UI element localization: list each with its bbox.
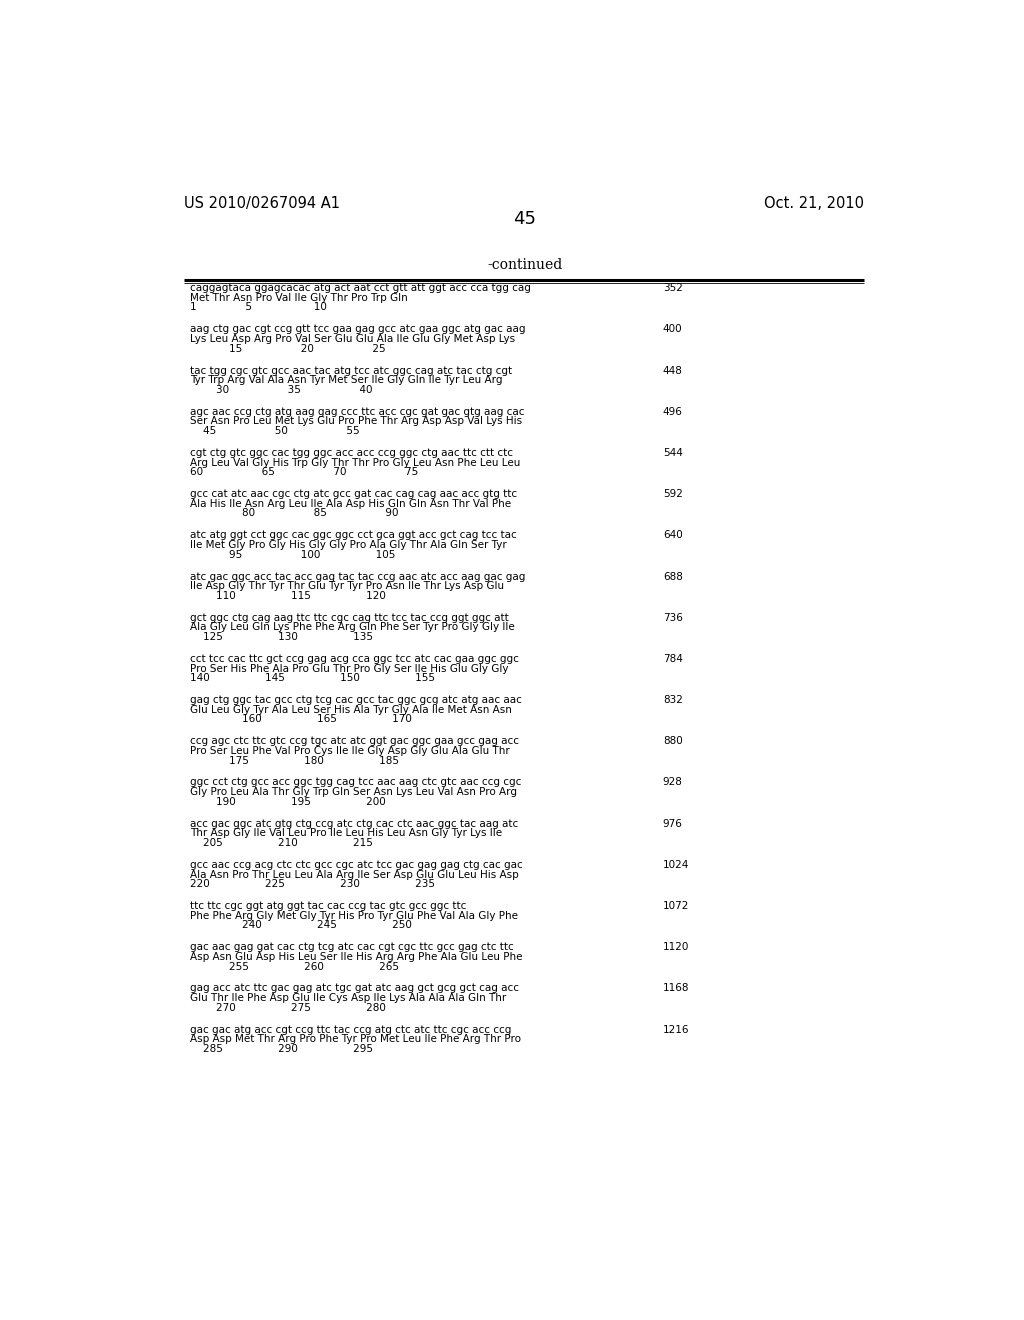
Text: agc aac ccg ctg atg aag gag ccc ttc acc cgc gat gac gtg aag cac: agc aac ccg ctg atg aag gag ccc ttc acc … bbox=[190, 407, 524, 417]
Text: 160                 165                 170: 160 165 170 bbox=[190, 714, 412, 725]
Text: Pro Ser Leu Phe Val Pro Cys Ile Ile Gly Asp Gly Glu Ala Glu Thr: Pro Ser Leu Phe Val Pro Cys Ile Ile Gly … bbox=[190, 746, 510, 756]
Text: 688: 688 bbox=[663, 572, 683, 582]
Text: 1024: 1024 bbox=[663, 859, 689, 870]
Text: 15                  20                  25: 15 20 25 bbox=[190, 343, 386, 354]
Text: gag acc atc ttc gac gag atc tgc gat atc aag gct gcg gct cag acc: gag acc atc ttc gac gag atc tgc gat atc … bbox=[190, 983, 519, 994]
Text: Tyr Trp Arg Val Ala Asn Tyr Met Ser Ile Gly Gln Ile Tyr Leu Arg: Tyr Trp Arg Val Ala Asn Tyr Met Ser Ile … bbox=[190, 375, 503, 385]
Text: 285                 290                 295: 285 290 295 bbox=[190, 1044, 373, 1053]
Text: 240                 245                 250: 240 245 250 bbox=[190, 920, 412, 931]
Text: Arg Leu Val Gly His Trp Gly Thr Thr Pro Gly Leu Asn Phe Leu Leu: Arg Leu Val Gly His Trp Gly Thr Thr Pro … bbox=[190, 458, 520, 467]
Text: cgt ctg gtc ggc cac tgg ggc acc acc ccg ggc ctg aac ttc ctt ctc: cgt ctg gtc ggc cac tgg ggc acc acc ccg … bbox=[190, 447, 513, 458]
Text: Asp Asp Met Thr Arg Pro Phe Tyr Pro Met Leu Ile Phe Arg Thr Pro: Asp Asp Met Thr Arg Pro Phe Tyr Pro Met … bbox=[190, 1035, 521, 1044]
Text: 190                 195                 200: 190 195 200 bbox=[190, 797, 386, 807]
Text: 1               5                   10: 1 5 10 bbox=[190, 302, 327, 313]
Text: ggc cct ctg gcc acc ggc tgg cag tcc aac aag ctc gtc aac ccg cgc: ggc cct ctg gcc acc ggc tgg cag tcc aac … bbox=[190, 777, 521, 788]
Text: 880: 880 bbox=[663, 737, 683, 746]
Text: Ala Asn Pro Thr Leu Leu Ala Arg Ile Ser Asp Glu Glu Leu His Asp: Ala Asn Pro Thr Leu Leu Ala Arg Ile Ser … bbox=[190, 870, 519, 879]
Text: 928: 928 bbox=[663, 777, 683, 788]
Text: tac tgg cgc gtc gcc aac tac atg tcc atc ggc cag atc tac ctg cgt: tac tgg cgc gtc gcc aac tac atg tcc atc … bbox=[190, 366, 512, 376]
Text: 205                 210                 215: 205 210 215 bbox=[190, 838, 373, 847]
Text: gac aac gag gat cac ctg tcg atc cac cgt cgc ttc gcc gag ctc ttc: gac aac gag gat cac ctg tcg atc cac cgt … bbox=[190, 942, 514, 952]
Text: Ser Asn Pro Leu Met Lys Glu Pro Phe Thr Arg Asp Asp Val Lys His: Ser Asn Pro Leu Met Lys Glu Pro Phe Thr … bbox=[190, 416, 522, 426]
Text: 784: 784 bbox=[663, 653, 683, 664]
Text: 400: 400 bbox=[663, 325, 682, 334]
Text: -continued: -continued bbox=[487, 259, 562, 272]
Text: acc gac ggc atc gtg ctg ccg atc ctg cac ctc aac ggc tac aag atc: acc gac ggc atc gtg ctg ccg atc ctg cac … bbox=[190, 818, 518, 829]
Text: Asp Asn Glu Asp His Leu Ser Ile His Arg Arg Phe Ala Glu Leu Phe: Asp Asn Glu Asp His Leu Ser Ile His Arg … bbox=[190, 952, 522, 962]
Text: 110                 115                 120: 110 115 120 bbox=[190, 591, 386, 601]
Text: gac gac atg acc cgt ccg ttc tac ccg atg ctc atc ttc cgc acc ccg: gac gac atg acc cgt ccg ttc tac ccg atg … bbox=[190, 1024, 511, 1035]
Text: atc atg ggt cct ggc cac ggc ggc cct gca ggt acc gct cag tcc tac: atc atg ggt cct ggc cac ggc ggc cct gca … bbox=[190, 531, 517, 540]
Text: cct tcc cac ttc gct ccg gag acg cca ggc tcc atc cac gaa ggc ggc: cct tcc cac ttc gct ccg gag acg cca ggc … bbox=[190, 653, 519, 664]
Text: gct ggc ctg cag aag ttc ttc cgc cag ttc tcc tac ccg ggt ggc att: gct ggc ctg cag aag ttc ttc cgc cag ttc … bbox=[190, 612, 509, 623]
Text: 592: 592 bbox=[663, 490, 683, 499]
Text: 80                  85                  90: 80 85 90 bbox=[190, 508, 398, 519]
Text: caggagtaca ggagcacac atg act aat cct gtt att ggt acc cca tgg cag: caggagtaca ggagcacac atg act aat cct gtt… bbox=[190, 284, 530, 293]
Text: Glu Thr Ile Phe Asp Glu Ile Cys Asp Ile Lys Ala Ala Ala Gln Thr: Glu Thr Ile Phe Asp Glu Ile Cys Asp Ile … bbox=[190, 993, 506, 1003]
Text: gag ctg ggc tac gcc ctg tcg cac gcc tac ggc gcg atc atg aac aac: gag ctg ggc tac gcc ctg tcg cac gcc tac … bbox=[190, 696, 522, 705]
Text: Thr Asp Gly Ile Val Leu Pro Ile Leu His Leu Asn Gly Tyr Lys Ile: Thr Asp Gly Ile Val Leu Pro Ile Leu His … bbox=[190, 829, 502, 838]
Text: US 2010/0267094 A1: US 2010/0267094 A1 bbox=[183, 195, 340, 211]
Text: gcc cat atc aac cgc ctg atc gcc gat cac cag cag aac acc gtg ttc: gcc cat atc aac cgc ctg atc gcc gat cac … bbox=[190, 490, 517, 499]
Text: Oct. 21, 2010: Oct. 21, 2010 bbox=[764, 195, 864, 211]
Text: Phe Phe Arg Gly Met Gly Tyr His Pro Tyr Glu Phe Val Ala Gly Phe: Phe Phe Arg Gly Met Gly Tyr His Pro Tyr … bbox=[190, 911, 518, 921]
Text: 736: 736 bbox=[663, 612, 683, 623]
Text: 1216: 1216 bbox=[663, 1024, 689, 1035]
Text: Gly Pro Leu Ala Thr Gly Trp Gln Ser Asn Lys Leu Val Asn Pro Arg: Gly Pro Leu Ala Thr Gly Trp Gln Ser Asn … bbox=[190, 787, 517, 797]
Text: 60                  65                  70                  75: 60 65 70 75 bbox=[190, 467, 418, 478]
Text: Ala Gly Leu Gln Lys Phe Phe Arg Gln Phe Ser Tyr Pro Gly Gly Ile: Ala Gly Leu Gln Lys Phe Phe Arg Gln Phe … bbox=[190, 622, 515, 632]
Text: 45: 45 bbox=[513, 210, 537, 227]
Text: Lys Leu Asp Arg Pro Val Ser Glu Glu Ala Ile Glu Gly Met Asp Lys: Lys Leu Asp Arg Pro Val Ser Glu Glu Ala … bbox=[190, 334, 515, 345]
Text: atc gac ggc acc tac acc gag tac tac ccg aac atc acc aag gac gag: atc gac ggc acc tac acc gag tac tac ccg … bbox=[190, 572, 525, 582]
Text: 832: 832 bbox=[663, 696, 683, 705]
Text: ttc ttc cgc ggt atg ggt tac cac ccg tac gtc gcc ggc ttc: ttc ttc cgc ggt atg ggt tac cac ccg tac … bbox=[190, 902, 466, 911]
Text: 175                 180                 185: 175 180 185 bbox=[190, 755, 399, 766]
Text: 976: 976 bbox=[663, 818, 683, 829]
Text: 255                 260                 265: 255 260 265 bbox=[190, 961, 399, 972]
Text: 448: 448 bbox=[663, 366, 683, 376]
Text: 30                  35                  40: 30 35 40 bbox=[190, 385, 373, 395]
Text: Glu Leu Gly Tyr Ala Leu Ser His Ala Tyr Gly Ala Ile Met Asn Asn: Glu Leu Gly Tyr Ala Leu Ser His Ala Tyr … bbox=[190, 705, 512, 714]
Text: 140                 145                 150                 155: 140 145 150 155 bbox=[190, 673, 435, 684]
Text: 1120: 1120 bbox=[663, 942, 689, 952]
Text: ccg agc ctc ttc gtc ccg tgc atc atc ggt gac ggc gaa gcc gag acc: ccg agc ctc ttc gtc ccg tgc atc atc ggt … bbox=[190, 737, 519, 746]
Text: 125                 130                 135: 125 130 135 bbox=[190, 632, 373, 642]
Text: 544: 544 bbox=[663, 447, 683, 458]
Text: gcc aac ccg acg ctc ctc gcc cgc atc tcc gac gag gag ctg cac gac: gcc aac ccg acg ctc ctc gcc cgc atc tcc … bbox=[190, 859, 522, 870]
Text: 640: 640 bbox=[663, 531, 683, 540]
Text: aag ctg gac cgt ccg gtt tcc gaa gag gcc atc gaa ggc atg gac aag: aag ctg gac cgt ccg gtt tcc gaa gag gcc … bbox=[190, 325, 525, 334]
Text: 496: 496 bbox=[663, 407, 683, 417]
Text: 45                  50                  55: 45 50 55 bbox=[190, 426, 359, 436]
Text: Ala His Ile Asn Arg Leu Ile Ala Asp His Gln Gln Asn Thr Val Phe: Ala His Ile Asn Arg Leu Ile Ala Asp His … bbox=[190, 499, 511, 508]
Text: Met Thr Asn Pro Val Ile Gly Thr Pro Trp Gln: Met Thr Asn Pro Val Ile Gly Thr Pro Trp … bbox=[190, 293, 408, 302]
Text: 95                  100                 105: 95 100 105 bbox=[190, 549, 395, 560]
Text: 1072: 1072 bbox=[663, 902, 689, 911]
Text: 220                 225                 230                 235: 220 225 230 235 bbox=[190, 879, 435, 890]
Text: 352: 352 bbox=[663, 284, 683, 293]
Text: Ile Asp Gly Thr Tyr Thr Glu Tyr Tyr Pro Asn Ile Thr Lys Asp Glu: Ile Asp Gly Thr Tyr Thr Glu Tyr Tyr Pro … bbox=[190, 581, 504, 591]
Text: Ile Met Gly Pro Gly His Gly Gly Pro Ala Gly Thr Ala Gln Ser Tyr: Ile Met Gly Pro Gly His Gly Gly Pro Ala … bbox=[190, 540, 507, 550]
Text: 1168: 1168 bbox=[663, 983, 689, 994]
Text: 270                 275                 280: 270 275 280 bbox=[190, 1003, 386, 1012]
Text: Pro Ser His Phe Ala Pro Glu Thr Pro Gly Ser Ile His Glu Gly Gly: Pro Ser His Phe Ala Pro Glu Thr Pro Gly … bbox=[190, 664, 509, 673]
